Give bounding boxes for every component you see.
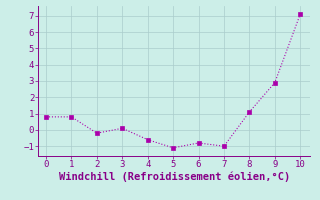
X-axis label: Windchill (Refroidissement éolien,°C): Windchill (Refroidissement éolien,°C) xyxy=(59,172,290,182)
